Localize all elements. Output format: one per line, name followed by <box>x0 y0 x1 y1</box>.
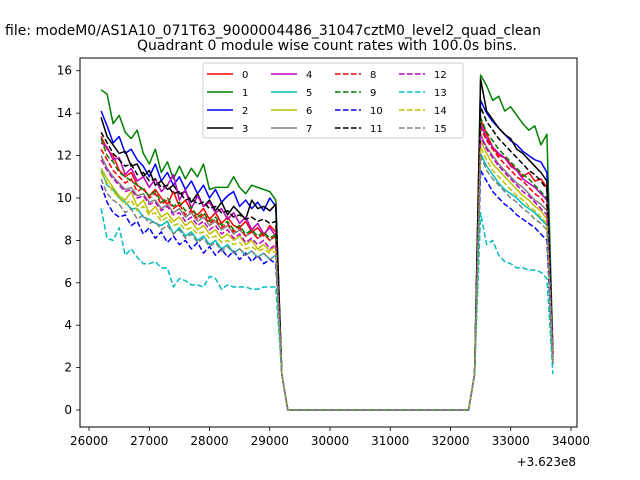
series-line-14 <box>100 146 554 411</box>
series-line-8 <box>100 127 554 411</box>
legend-label-8: 8 <box>370 70 376 81</box>
legend-box <box>202 62 464 139</box>
legend-label-11: 11 <box>370 124 383 135</box>
y-tick-label: 4 <box>64 318 72 332</box>
series-line-1 <box>100 74 554 411</box>
chart-title: Quadrant 0 module wise count rates with … <box>137 38 517 54</box>
series-line-6 <box>100 139 554 411</box>
x-tick-label: 29000 <box>251 434 289 448</box>
figure-suptitle: a file: modeM0/AS1A10_071T63_9000004486_… <box>0 23 541 39</box>
y-tick-label: 12 <box>57 149 72 163</box>
x-tick-label: 31000 <box>371 434 409 448</box>
x-tick-label: 33000 <box>492 434 530 448</box>
y-tick-label: 14 <box>57 106 72 120</box>
legend-label-5: 5 <box>306 88 312 99</box>
legend-label-1: 1 <box>242 88 248 99</box>
legend-label-9: 9 <box>370 88 376 99</box>
series-line-9 <box>100 116 554 411</box>
y-tick-label: 2 <box>64 361 72 375</box>
legend-label-4: 4 <box>306 70 312 81</box>
series-line-11 <box>100 106 554 411</box>
legend-label-15: 15 <box>434 124 447 135</box>
y-tick-label: 6 <box>64 276 72 290</box>
x-tick-label: 30000 <box>311 434 349 448</box>
legend-label-13: 13 <box>434 88 447 99</box>
x-tick-label: 27000 <box>130 434 168 448</box>
y-tick-label: 0 <box>64 403 72 417</box>
legend-label-14: 14 <box>434 106 447 117</box>
y-tick-label: 10 <box>57 191 72 205</box>
x-tick-label: 26000 <box>70 434 108 448</box>
legend-label-6: 6 <box>306 106 312 117</box>
series-line-7 <box>100 133 554 411</box>
series-line-4 <box>100 122 554 411</box>
y-tick-label: 8 <box>64 233 72 247</box>
series-line-13 <box>100 208 554 411</box>
x-tick-label: 28000 <box>190 434 228 448</box>
legend-label-12: 12 <box>434 70 447 81</box>
series-line-12 <box>100 135 554 411</box>
legend-label-2: 2 <box>242 106 248 117</box>
series-line-15 <box>100 154 554 411</box>
legend-label-10: 10 <box>370 106 383 117</box>
y-axis: 0 2 4 6 8 10 12 14 16 <box>57 64 80 417</box>
x-axis: 26000 27000 28000 29000 30000 31000 32000 33000… <box>70 427 590 448</box>
series-layer <box>100 74 554 411</box>
legend-label-0: 0 <box>242 70 248 81</box>
legend-label-7: 7 <box>306 124 312 135</box>
series-line-3 <box>100 78 554 411</box>
x-offset-label: +3.623e8 <box>517 455 576 469</box>
x-tick-label: 34000 <box>552 434 590 448</box>
legend-label-3: 3 <box>242 124 248 135</box>
y-tick-label: 16 <box>57 64 72 78</box>
series-line-10 <box>100 169 554 411</box>
axes-frame <box>79 57 578 428</box>
x-tick-label: 32000 <box>431 434 469 448</box>
